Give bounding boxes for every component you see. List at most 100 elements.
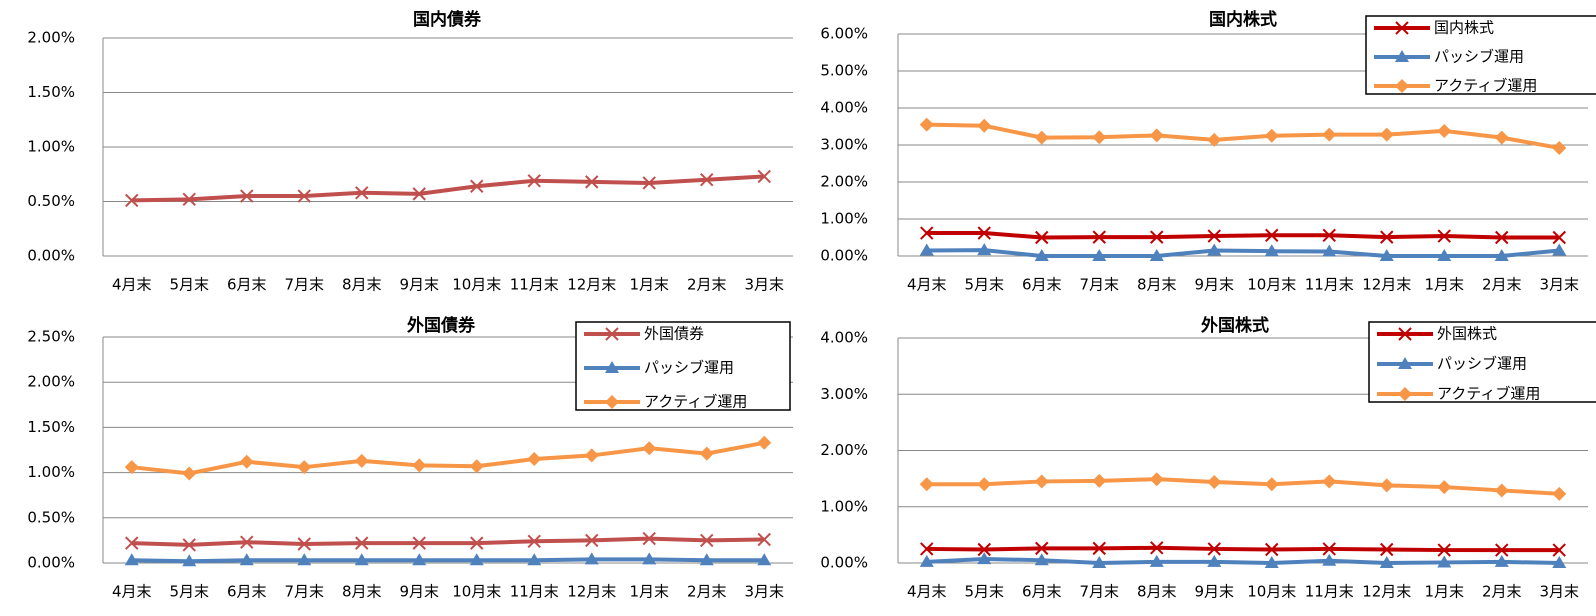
x-tick-label: 7月末	[284, 583, 324, 601]
marker	[919, 554, 934, 567]
marker	[470, 179, 484, 193]
x-tick-label: 6月末	[1022, 583, 1062, 601]
marker	[1207, 132, 1222, 147]
x-tick-label: 12月末	[567, 583, 616, 601]
marker	[527, 534, 541, 549]
marker	[412, 536, 426, 550]
legend-marker	[1395, 79, 1409, 93]
legend-label: アクティブ運用	[1434, 77, 1537, 95]
marker	[1552, 230, 1566, 245]
x-tick-label: 9月末	[1194, 276, 1234, 294]
y-tick-label: 2.00%	[820, 441, 868, 459]
y-tick-label: 2.00%	[27, 29, 75, 47]
marker	[1322, 228, 1336, 242]
marker	[1552, 486, 1567, 501]
marker	[642, 552, 657, 565]
marker	[239, 454, 254, 469]
series-line	[926, 477, 1560, 496]
marker	[919, 243, 934, 256]
marker	[1322, 542, 1336, 556]
marker	[700, 533, 714, 548]
marker	[920, 542, 934, 556]
marker	[1035, 230, 1049, 245]
x-tick-label: 6月末	[227, 276, 267, 294]
x-tick-label: 6月末	[1022, 276, 1062, 294]
marker	[699, 553, 714, 566]
marker	[977, 243, 992, 256]
marker	[412, 553, 427, 566]
marker	[585, 533, 599, 548]
marker	[182, 466, 197, 481]
marker	[1149, 128, 1164, 143]
marker	[1207, 475, 1222, 489]
y-tick-label: 4.00%	[820, 329, 868, 347]
marker	[1207, 542, 1221, 556]
marker	[1322, 474, 1337, 489]
y-tick-label: 1.00%	[27, 463, 75, 481]
x-tick-label: 11月末	[510, 276, 559, 294]
marker	[469, 553, 484, 566]
marker	[1034, 130, 1049, 145]
marker	[642, 531, 656, 546]
x-tick-label: 12月末	[1362, 276, 1411, 294]
chart-title: 外国株式	[1201, 315, 1269, 336]
marker	[1495, 230, 1509, 245]
y-tick-label: 3.00%	[820, 385, 868, 403]
marker	[585, 175, 599, 189]
x-tick-label: 5月末	[964, 276, 1004, 294]
marker	[1034, 553, 1049, 566]
series-line	[131, 536, 765, 547]
y-tick-label: 4.00%	[820, 99, 868, 117]
chart-title: 国内株式	[1209, 9, 1277, 30]
marker	[124, 460, 139, 475]
y-tick-label: 0.50%	[27, 192, 75, 210]
x-tick-label: 2月末	[687, 276, 727, 294]
x-tick-label: 10月末	[452, 583, 501, 601]
legend-label: アクティブ運用	[1437, 385, 1540, 403]
marker	[1150, 230, 1164, 244]
series-line	[926, 248, 1560, 258]
marker	[1322, 244, 1337, 257]
x-tick-label: 11月末	[1305, 276, 1354, 294]
marker	[1034, 474, 1049, 489]
marker	[1092, 249, 1107, 261]
marker	[125, 536, 139, 550]
y-tick-label: 0.00%	[820, 554, 868, 572]
x-tick-label: 12月末	[567, 276, 616, 294]
marker	[240, 189, 254, 203]
y-tick-label: 0.00%	[27, 247, 75, 265]
x-tick-label: 5月末	[964, 583, 1004, 601]
marker	[1149, 472, 1164, 487]
x-tick-label: 2月末	[687, 583, 727, 601]
marker	[977, 552, 992, 565]
marker	[977, 477, 992, 492]
marker	[1437, 123, 1452, 138]
marker	[919, 477, 934, 492]
marker	[1265, 542, 1279, 557]
marker	[527, 452, 542, 467]
series-line	[926, 122, 1560, 150]
marker	[527, 553, 542, 566]
marker	[1092, 230, 1106, 244]
marker	[1437, 229, 1451, 243]
marker	[1494, 249, 1509, 261]
marker	[1552, 556, 1567, 568]
marker	[239, 553, 254, 566]
legend-marker	[1398, 357, 1412, 369]
series-line	[926, 557, 1560, 566]
x-tick-label: 8月末	[1137, 583, 1177, 601]
marker	[1149, 554, 1164, 567]
chart-title: 国内債券	[413, 9, 482, 30]
marker	[1265, 228, 1279, 242]
y-tick-label: 1.50%	[27, 83, 75, 101]
series-line	[131, 440, 765, 476]
marker	[355, 536, 369, 550]
marker	[977, 542, 991, 557]
legend-marker	[1398, 327, 1412, 341]
marker	[469, 459, 484, 474]
legend-marker	[1395, 50, 1409, 62]
marker	[182, 538, 196, 552]
legend-label: 外国債券	[644, 325, 704, 343]
marker	[1380, 542, 1394, 557]
